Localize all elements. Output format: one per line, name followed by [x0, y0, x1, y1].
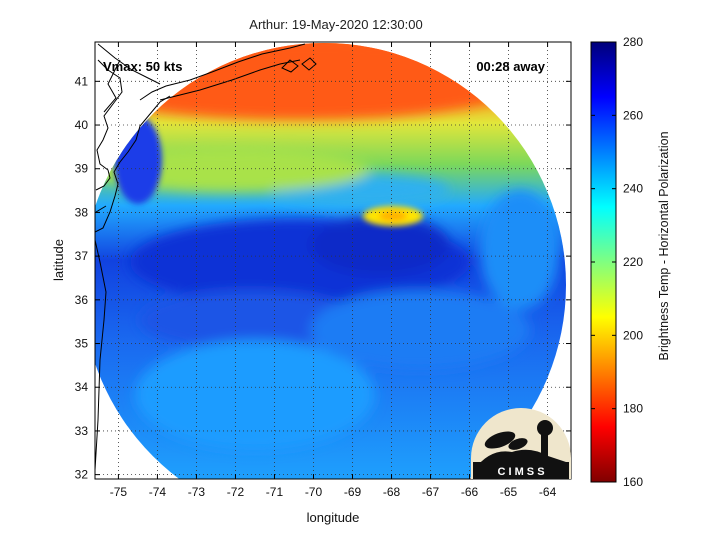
colorbar-ticks: 280 260 240 220 200 180 160	[591, 35, 643, 489]
x-tick-label: -64	[539, 485, 557, 499]
y-tick-label: 32	[75, 468, 89, 482]
coastline	[95, 43, 317, 471]
y-tick-label: 39	[75, 162, 89, 176]
x-tick-label: -75	[110, 485, 128, 499]
x-axis: -75 -74 -73 -72 -71 -70 -69 -68 -67 -66 -65 -64	[110, 42, 557, 499]
y-tick-label: 34	[75, 380, 89, 394]
logo-text: C I M S S	[497, 466, 544, 478]
y-tick-label: 35	[75, 337, 89, 351]
y-tick-label: 38	[75, 205, 89, 219]
x-axis-label: longitude	[307, 510, 360, 525]
x-tick-label: -71	[266, 485, 284, 499]
water-tower-icon	[537, 420, 553, 436]
colorbar-tick-label: 220	[623, 255, 643, 269]
x-tick-label: -69	[344, 485, 362, 499]
brightness-swath	[95, 43, 566, 479]
axes-frame	[94, 41, 572, 480]
colorbar-tick-label: 200	[623, 328, 643, 342]
cimss-logo: C I M S S	[471, 408, 571, 479]
x-tick-label: -68	[383, 485, 401, 499]
y-axis-label: latitude	[51, 239, 66, 281]
colorbar-tick-label: 280	[623, 35, 643, 49]
colorbar-tick-label: 180	[623, 402, 643, 416]
y-axis: 32 33 34 35 36 37 38 39 40 41	[75, 74, 571, 482]
x-tick-label: -66	[461, 485, 479, 499]
colorbar: 280 260 240 220 200 180 160 Brightness Temp - …	[590, 35, 671, 489]
x-tick-label: -74	[149, 485, 167, 499]
y-tick-label: 33	[75, 424, 89, 438]
satellite-dish-icon	[484, 431, 516, 449]
colorbar-tick-label: 160	[623, 475, 643, 489]
y-tick-label: 36	[75, 293, 89, 307]
colorbar-gradient	[590, 41, 617, 483]
x-tick-label: -65	[500, 485, 518, 499]
chart-title: Arthur: 19-May-2020 12:30:00	[249, 17, 422, 32]
x-tick-label: -67	[422, 485, 440, 499]
x-tick-label: -73	[188, 485, 206, 499]
y-tick-label: 41	[75, 74, 89, 88]
colorbar-label: Brightness Temp - Horizontal Polarizatio…	[657, 131, 671, 360]
vmax-label: Vmax: 50 kts	[103, 59, 183, 74]
y-tick-label: 40	[75, 118, 89, 132]
x-tick-label: -72	[227, 485, 245, 499]
y-tick-label: 37	[75, 249, 89, 263]
time-away-label: 00:28 away	[476, 59, 545, 74]
x-tick-label: -70	[305, 485, 323, 499]
colorbar-tick-label: 260	[623, 108, 643, 122]
colorbar-tick-label: 240	[623, 182, 643, 196]
